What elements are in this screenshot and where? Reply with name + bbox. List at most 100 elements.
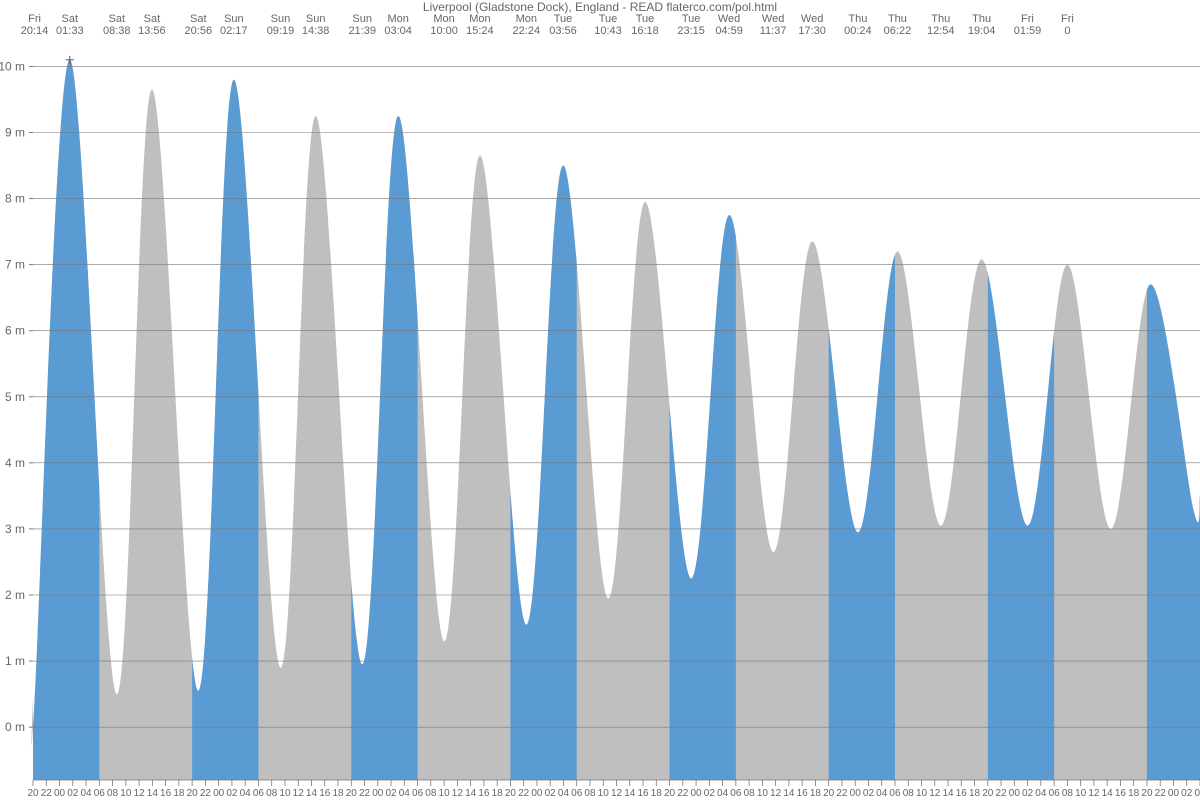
x-tick-label: 08	[107, 788, 119, 799]
x-tick-label: 14	[1102, 788, 1114, 799]
top-day-label: Thu	[888, 13, 907, 25]
x-tick-label: 04	[876, 788, 888, 799]
y-tick-label: 1 m	[5, 654, 25, 668]
x-tick-label: 10	[757, 788, 769, 799]
y-tick-label: 9 m	[5, 126, 25, 140]
x-tick-label: 22	[1155, 788, 1167, 799]
x-tick-label: 06	[730, 788, 742, 799]
y-tick-label: 0 m	[5, 720, 25, 734]
x-tick-label: 18	[651, 788, 663, 799]
x-tick-label: 02	[1022, 788, 1034, 799]
x-tick-label: 12	[293, 788, 305, 799]
x-tick-label: 14	[942, 788, 954, 799]
top-day-label: Wed	[801, 13, 823, 25]
x-tick-label: 04	[558, 788, 570, 799]
top-time-label: 17:30	[798, 25, 826, 37]
x-tick-label: 06	[412, 788, 424, 799]
y-tick-label: 5 m	[5, 390, 25, 404]
top-day-label: Tue	[636, 13, 655, 25]
top-day-label: Fri	[28, 13, 41, 25]
top-time-label: 09:19	[267, 25, 295, 37]
x-tick-label: 04	[240, 788, 252, 799]
top-time-label: 01:33	[56, 25, 84, 37]
top-day-label: Mon	[433, 13, 454, 25]
top-time-label: 15:24	[466, 25, 494, 37]
x-tick-label: 06	[571, 788, 583, 799]
x-tick-label: 16	[797, 788, 809, 799]
y-tick-label: 4 m	[5, 456, 25, 470]
x-tick-label: 22	[359, 788, 371, 799]
x-tick-label: 22	[200, 788, 212, 799]
x-tick-label: 12	[770, 788, 782, 799]
x-tick-label: 06	[889, 788, 901, 799]
top-day-label: Sat	[144, 13, 161, 25]
top-day-label: Tue	[682, 13, 701, 25]
top-time-label: 02:17	[220, 25, 248, 37]
x-tick-label: 04	[80, 788, 92, 799]
x-tick-label: 08	[425, 788, 437, 799]
top-day-label: Mon	[469, 13, 490, 25]
x-tick-label: 20	[664, 788, 676, 799]
x-tick-label: 16	[478, 788, 490, 799]
x-tick-label: 06	[94, 788, 106, 799]
top-time-label: 12:54	[927, 25, 955, 37]
x-tick-label: 08	[903, 788, 915, 799]
x-tick-label: 10	[120, 788, 132, 799]
top-time-label: 20:14	[21, 25, 49, 37]
x-tick-label: 00	[691, 788, 703, 799]
x-tick-label: 02	[1181, 788, 1193, 799]
x-tick-label: 22	[41, 788, 53, 799]
x-tick-label: 12	[611, 788, 623, 799]
x-tick-label: 02	[67, 788, 79, 799]
top-day-label: Sun	[352, 13, 372, 25]
x-tick-label: 20	[823, 788, 835, 799]
y-tick-label: 3 m	[5, 522, 25, 536]
x-tick-label: 10	[916, 788, 928, 799]
chart-title: Liverpool (Gladstone Dock), England - RE…	[423, 0, 777, 14]
x-tick-label: 14	[465, 788, 477, 799]
x-tick-label: 12	[929, 788, 941, 799]
x-tick-label: 00	[372, 788, 384, 799]
x-tick-label: 18	[1128, 788, 1140, 799]
x-tick-label: 20	[187, 788, 199, 799]
top-day-label: Sat	[108, 13, 125, 25]
x-tick-label: 22	[518, 788, 530, 799]
top-day-label: Thu	[972, 13, 991, 25]
x-tick-label: 16	[319, 788, 331, 799]
tide-chart: Liverpool (Gladstone Dock), England - RE…	[0, 0, 1200, 800]
x-tick-label: 08	[266, 788, 278, 799]
x-tick-label: 02	[385, 788, 397, 799]
x-tick-label: 20	[1141, 788, 1153, 799]
x-tick-label: 06	[253, 788, 265, 799]
top-day-label: Sat	[190, 13, 207, 25]
x-tick-label: 02	[545, 788, 557, 799]
x-tick-label: 04	[1035, 788, 1047, 799]
x-tick-label: 22	[836, 788, 848, 799]
top-time-label: 00:24	[844, 25, 872, 37]
x-tick-label: 22	[677, 788, 689, 799]
top-time-label: 14:38	[302, 25, 330, 37]
x-tick-label: 14	[783, 788, 795, 799]
x-tick-label: 10	[279, 788, 291, 799]
y-tick-label: 7 m	[5, 258, 25, 272]
x-tick-label: 18	[492, 788, 504, 799]
top-time-label: 04:59	[715, 25, 743, 37]
top-day-label: Fri	[1061, 13, 1074, 25]
x-tick-label: 16	[637, 788, 649, 799]
x-tick-label: 04	[1194, 788, 1200, 799]
x-tick-label: 00	[1168, 788, 1180, 799]
x-tick-label: 12	[1088, 788, 1100, 799]
top-time-label: 19:04	[968, 25, 996, 37]
top-day-label: Wed	[762, 13, 784, 25]
y-tick-label: 10 m	[0, 59, 25, 73]
top-day-label: Sun	[224, 13, 244, 25]
y-tick-label: 6 m	[5, 324, 25, 338]
x-tick-label: 18	[810, 788, 822, 799]
top-time-label: 0	[1064, 25, 1070, 37]
x-tick-label: 08	[744, 788, 756, 799]
x-tick-label: 16	[956, 788, 968, 799]
x-tick-label: 20	[505, 788, 517, 799]
x-tick-label: 10	[439, 788, 451, 799]
x-tick-label: 18	[173, 788, 185, 799]
x-tick-label: 14	[624, 788, 636, 799]
